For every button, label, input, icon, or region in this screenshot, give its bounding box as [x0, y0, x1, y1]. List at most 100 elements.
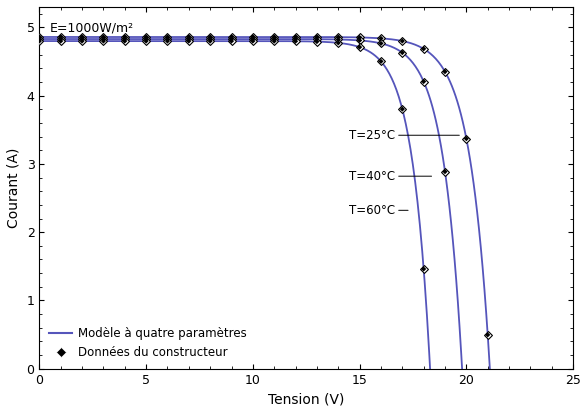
Point — [227, 34, 236, 40]
Point — [376, 40, 386, 47]
Point — [291, 34, 300, 40]
Point — [291, 36, 300, 43]
Point — [205, 38, 215, 44]
Point — [35, 34, 44, 40]
Y-axis label: Courant (A): Courant (A) — [7, 147, 21, 228]
Point — [333, 36, 343, 43]
Point — [355, 34, 365, 41]
Point — [35, 38, 44, 44]
Point — [78, 38, 87, 44]
Point — [355, 44, 365, 50]
Point — [141, 34, 151, 40]
X-axis label: Tension (V): Tension (V) — [268, 392, 345, 406]
Point — [397, 49, 407, 56]
Point — [419, 266, 429, 272]
Point — [419, 45, 429, 52]
Point — [376, 58, 386, 65]
Point — [184, 34, 193, 40]
Point — [333, 36, 343, 43]
Point — [35, 38, 44, 44]
Point — [78, 36, 87, 42]
Point — [184, 34, 193, 40]
Point — [248, 34, 258, 40]
Point — [163, 38, 172, 44]
Point — [56, 36, 65, 42]
Point — [312, 36, 322, 43]
Point — [248, 34, 258, 40]
Point — [56, 38, 65, 44]
Point — [120, 34, 129, 40]
Point — [440, 169, 450, 175]
Point — [141, 36, 151, 42]
Point — [227, 38, 236, 44]
Text: E=1000W/m²: E=1000W/m² — [50, 22, 134, 35]
Point — [56, 34, 65, 40]
Point — [205, 36, 215, 42]
Point — [120, 34, 129, 40]
Point — [312, 34, 322, 40]
Point — [397, 106, 407, 112]
Point — [483, 332, 492, 338]
Point — [184, 36, 193, 42]
Point — [56, 36, 65, 42]
Point — [120, 36, 129, 42]
Point — [269, 36, 279, 43]
Text: T=25°C: T=25°C — [349, 129, 395, 142]
Point — [291, 36, 300, 43]
Text: T=60°C: T=60°C — [349, 204, 395, 217]
Point — [312, 34, 322, 40]
Point — [184, 38, 193, 44]
Point — [462, 135, 471, 142]
Point — [397, 49, 407, 56]
Point — [78, 34, 87, 40]
Point — [227, 38, 236, 44]
Point — [333, 34, 343, 40]
Point — [35, 36, 44, 42]
Point — [184, 36, 193, 42]
Point — [355, 37, 365, 44]
Point — [163, 34, 172, 40]
Point — [269, 38, 279, 45]
Point — [440, 69, 450, 75]
Point — [99, 38, 108, 44]
Point — [227, 36, 236, 42]
Point — [205, 36, 215, 42]
Point — [355, 34, 365, 41]
Point — [483, 332, 492, 338]
Text: T=40°C: T=40°C — [349, 170, 395, 183]
Point — [184, 38, 193, 44]
Point — [78, 34, 87, 40]
Point — [205, 38, 215, 44]
Point — [163, 36, 172, 42]
Point — [99, 36, 108, 42]
Point — [312, 36, 322, 43]
Point — [376, 35, 386, 42]
Point — [120, 36, 129, 42]
Point — [163, 34, 172, 40]
Point — [205, 34, 215, 40]
Point — [355, 37, 365, 44]
Point — [248, 36, 258, 42]
Point — [120, 38, 129, 44]
Point — [141, 34, 151, 40]
Point — [333, 40, 343, 46]
Point — [269, 38, 279, 45]
Point — [120, 38, 129, 44]
Point — [99, 38, 108, 44]
Point — [78, 36, 87, 42]
Point — [376, 35, 386, 42]
Point — [397, 106, 407, 112]
Point — [333, 34, 343, 40]
Point — [419, 45, 429, 52]
Point — [291, 38, 300, 45]
Point — [56, 38, 65, 44]
Point — [440, 169, 450, 175]
Point — [141, 36, 151, 42]
Point — [333, 40, 343, 46]
Point — [291, 38, 300, 45]
Point — [269, 34, 279, 40]
Point — [227, 34, 236, 40]
Point — [440, 69, 450, 75]
Point — [312, 38, 322, 45]
Legend: Modèle à quatre paramètres, Données du constructeur: Modèle à quatre paramètres, Données du c… — [45, 324, 250, 363]
